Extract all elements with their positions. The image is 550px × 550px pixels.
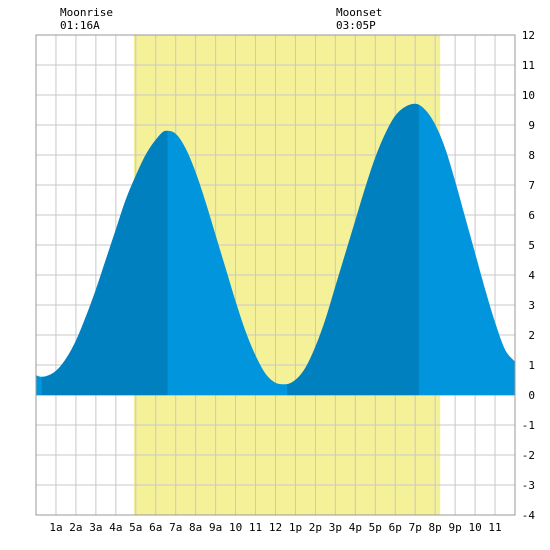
y-tick-label: 8	[528, 149, 535, 162]
x-tick-label: 5p	[369, 521, 382, 534]
moonset-time: 03:05P	[336, 19, 376, 32]
x-tick-label: 11	[249, 521, 262, 534]
x-tick-label: 1a	[49, 521, 62, 534]
moonrise-label: Moonrise	[60, 6, 113, 19]
x-tick-label: 8p	[429, 521, 442, 534]
plot-border	[35, 34, 516, 516]
x-tick-label: 12	[269, 521, 282, 534]
y-tick-label: 11	[522, 59, 535, 72]
x-axis-tick-labels: 1a 2a 3a 4a 5a 6a 7a 8a 9a 10 11 12 1p 2p 3p 4p 5p 6p 7p 8p…	[49, 521, 501, 534]
tide-rising-segment	[287, 103, 420, 396]
tide-falling-segment	[418, 104, 516, 396]
y-tick-label: -2	[522, 449, 535, 462]
tide-area	[35, 103, 516, 396]
tide-falling-segment	[167, 130, 288, 396]
y-tick-label: 0	[528, 389, 535, 402]
x-tick-label: 10	[229, 521, 242, 534]
y-tick-label: 6	[528, 209, 535, 222]
x-tick-label: 9p	[449, 521, 462, 534]
x-tick-label: 10	[468, 521, 481, 534]
moonset-label: Moonset	[336, 6, 382, 19]
moonrise-time: 01:16A	[60, 19, 100, 32]
y-tick-label: -3	[522, 479, 535, 492]
y-tick-label: 5	[528, 239, 535, 252]
tide-rising-segment	[41, 130, 168, 396]
x-tick-label: 1p	[289, 521, 302, 534]
x-tick-label: 11	[488, 521, 501, 534]
x-tick-label: 6p	[389, 521, 402, 534]
x-tick-label: 6a	[149, 521, 162, 534]
x-tick-label: 7p	[409, 521, 422, 534]
x-tick-label: 7a	[169, 521, 182, 534]
y-tick-label: 9	[528, 119, 535, 132]
y-tick-label: 4	[528, 269, 535, 282]
y-tick-label: 7	[528, 179, 535, 192]
x-tick-label: 9a	[209, 521, 222, 534]
x-tick-label: 3p	[329, 521, 342, 534]
x-tick-label: 5a	[129, 521, 142, 534]
x-tick-label: 2p	[309, 521, 322, 534]
x-tick-label: 8a	[189, 521, 202, 534]
x-tick-label: 3a	[89, 521, 102, 534]
x-tick-label: 2a	[69, 521, 82, 534]
y-tick-label: -4	[522, 509, 536, 522]
x-tick-label: 4p	[349, 521, 362, 534]
y-tick-label: -1	[522, 419, 535, 432]
x-tick-label: 4a	[109, 521, 122, 534]
y-tick-label: 1	[528, 359, 535, 372]
tide-falling-segment	[35, 375, 43, 396]
y-tick-label: 10	[522, 89, 535, 102]
y-tick-label: 2	[528, 329, 535, 342]
y-tick-label: 3	[528, 299, 535, 312]
y-tick-label: 12	[522, 29, 535, 42]
